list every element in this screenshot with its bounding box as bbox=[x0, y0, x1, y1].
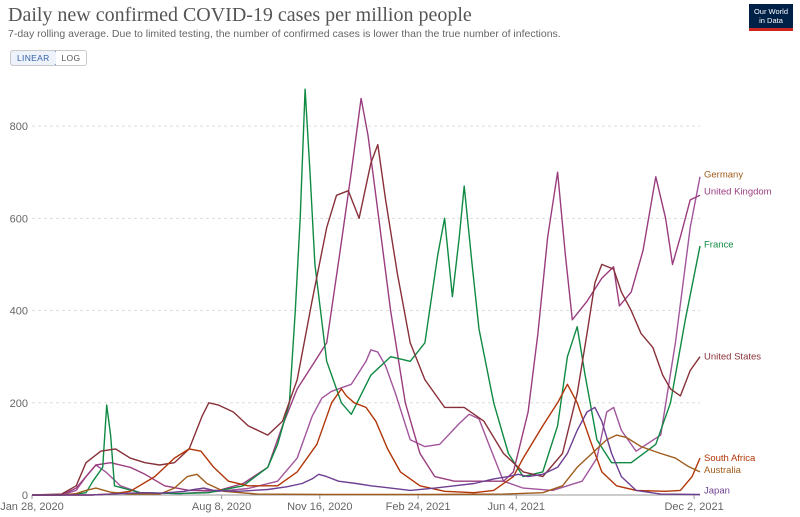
logo-line-1: Our World bbox=[753, 7, 789, 16]
owid-logo[interactable]: Our World in Data bbox=[749, 4, 793, 31]
x-tick-label: Aug 8, 2020 bbox=[192, 501, 251, 513]
x-tick-label: Jun 4, 2021 bbox=[488, 501, 546, 513]
series-line-australia bbox=[32, 434, 701, 496]
y-tick-label: 200 bbox=[10, 398, 28, 410]
end-label-united-states: United States bbox=[704, 352, 761, 363]
end-label-united-kingdom: United Kingdom bbox=[704, 187, 772, 198]
gridlines bbox=[32, 125, 700, 496]
end-label-japan: Japan bbox=[704, 485, 730, 496]
series-line-south-africa bbox=[32, 383, 701, 496]
scale-toggle: LINEAR LOG bbox=[10, 50, 88, 66]
x-tick-label: Jan 28, 2020 bbox=[0, 501, 64, 513]
y-tick-label: 600 bbox=[10, 213, 28, 225]
y-tick-label: 400 bbox=[10, 306, 28, 318]
logo-line-2: in Data bbox=[759, 16, 783, 25]
chart-subtitle: 7-day rolling average. Due to limited te… bbox=[8, 28, 561, 40]
y-tick-label: 0 bbox=[22, 490, 28, 502]
series-line-japan bbox=[32, 406, 701, 496]
series-line-germany bbox=[32, 176, 701, 496]
series-line-france bbox=[32, 88, 701, 496]
end-label-south-africa: South Africa bbox=[704, 453, 756, 464]
series-end-labels: Germany United Kingdom France United States… bbox=[704, 170, 772, 497]
series-line-united-states bbox=[31, 143, 701, 496]
end-label-france: France bbox=[704, 240, 734, 251]
y-tick-label: 800 bbox=[10, 121, 28, 133]
x-axis-ticks: Jan 28, 2020 Aug 8, 2020 Nov 16, 2020 Feb 2… bbox=[0, 495, 724, 513]
chart-title: Daily new confirmed COVID-19 cases per m… bbox=[8, 4, 472, 26]
y-axis-ticks: 0 200 400 600 800 bbox=[10, 121, 28, 502]
end-label-australia: Australia bbox=[704, 465, 742, 476]
log-scale-button[interactable]: LOG bbox=[55, 51, 87, 65]
series-line-united-kingdom bbox=[32, 97, 701, 496]
series-lines bbox=[31, 88, 701, 496]
end-label-germany: Germany bbox=[704, 170, 743, 181]
x-tick-label: Dec 2, 2021 bbox=[664, 501, 723, 513]
x-tick-label: Feb 24, 2021 bbox=[386, 501, 451, 513]
x-tick-label: Nov 16, 2020 bbox=[287, 501, 352, 513]
